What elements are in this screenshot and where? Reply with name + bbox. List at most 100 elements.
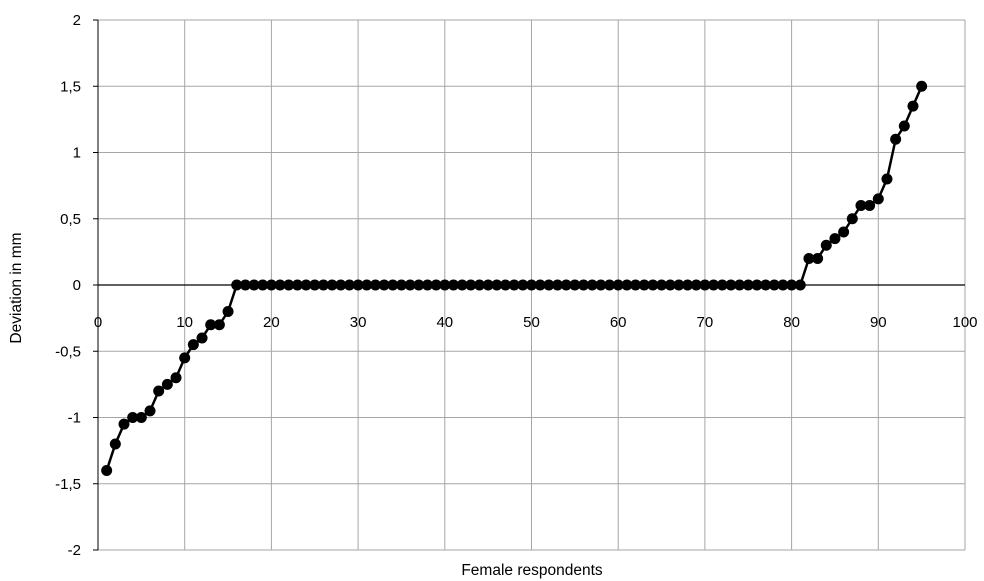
data-point [395,279,407,291]
data-point [656,279,668,291]
y-tick-labels: -2 -1,5 -1 -0,5 0 0,5 1 1,5 2 [55,12,81,559]
x-tick-label: 70 [697,314,714,331]
data-point [586,279,598,291]
data-point [387,279,399,291]
data-point [291,279,303,291]
data-point [794,279,806,291]
y-axis-label: Deviation in mm [8,232,25,343]
data-point [109,438,121,450]
data-point [274,279,286,291]
data-point [846,213,858,225]
x-tick-label: 100 [952,314,977,331]
data-point [552,279,564,291]
x-tick-label: 20 [263,314,280,331]
data-point [543,279,555,291]
data-point [569,279,581,291]
y-tick-label: 1,5 [60,78,81,95]
data-point [439,279,451,291]
x-axis-label: Female respondents [461,562,603,579]
data-point [127,412,139,423]
data-point [560,279,572,291]
data-point [456,279,468,291]
data-point [179,352,191,364]
data-point [725,279,737,291]
x-tick-label: 10 [176,314,193,331]
data-point [534,279,546,291]
data-point [300,279,312,291]
data-point [430,279,442,291]
x-tick-label: 0 [94,314,102,331]
data-point [283,279,295,291]
data-point [872,193,884,205]
series-line [105,85,923,471]
y-tick-label: 1 [73,145,81,162]
data-point [413,279,425,291]
data-point [820,239,832,251]
y-tick-label: 0 [73,277,81,294]
data-point [716,279,728,291]
data-point [751,279,763,291]
data-point [898,120,910,132]
data-point [499,279,511,291]
x-tick-label: 90 [870,314,887,331]
data-point [257,279,269,291]
data-point [812,253,824,264]
data-point [604,279,616,291]
data-point [881,173,893,185]
data-point [517,279,529,291]
data-point [742,279,754,291]
x-tick-label: 30 [350,314,367,331]
data-point [907,100,919,112]
data-point [265,279,277,291]
data-point [378,279,390,291]
data-point [916,80,928,92]
data-point [621,279,633,291]
data-point [708,279,720,291]
data-series [101,80,928,476]
data-point [647,279,659,291]
data-point [465,279,477,291]
data-point [638,279,650,291]
data-point [673,279,685,291]
data-point [231,279,243,291]
data-point [734,279,746,291]
data-point [421,279,433,291]
data-point [447,279,459,291]
data-point [777,279,789,291]
data-point [829,233,841,245]
data-point [838,226,850,238]
data-point [526,279,537,291]
data-point [491,279,503,291]
x-tick-label: 40 [436,314,453,331]
data-point [361,279,373,291]
data-point [473,279,485,291]
data-point [335,279,347,291]
data-point [508,279,520,291]
data-point [343,279,355,291]
data-point [118,418,130,430]
data-point [101,465,113,476]
data-point [578,279,590,291]
data-point [786,279,798,291]
data-point [612,279,624,291]
x-tick-label: 60 [610,314,627,331]
data-point [248,279,260,291]
data-point [682,279,694,291]
y-tick-label: -1 [68,410,81,427]
data-point [768,279,780,291]
data-point [326,279,338,291]
data-point [170,372,182,384]
data-point [187,339,199,351]
data-point [213,319,225,331]
data-point [760,279,772,291]
data-point [803,253,815,264]
data-point [595,279,607,291]
y-tick-label: -0,5 [55,343,81,360]
data-point [352,279,364,291]
data-point [404,279,416,291]
data-point [630,279,642,291]
data-point [690,279,702,291]
data-point [699,279,711,291]
y-tick-label: -2 [68,542,81,559]
